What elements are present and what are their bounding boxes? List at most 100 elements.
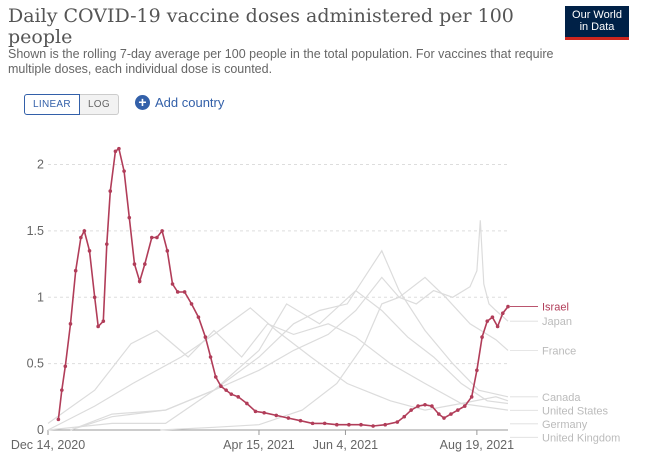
data-point-israel <box>501 311 505 316</box>
data-point-israel <box>286 416 291 420</box>
data-point-israel <box>423 402 427 407</box>
data-point-israel <box>108 189 113 193</box>
legend-label-united-kingdom[interactable]: United Kingdom <box>542 432 620 444</box>
x-tick-label: Apr 15, 2021 <box>223 438 295 452</box>
series-line-germany[interactable] <box>70 289 509 431</box>
log-scale-button[interactable]: LOG <box>79 94 119 115</box>
add-country-button[interactable]: + Add country <box>135 95 224 110</box>
data-point-israel <box>203 335 208 339</box>
logo-line-1: Our World <box>572 9 622 21</box>
data-point-israel <box>456 408 460 412</box>
x-tick-label: Dec 14, 2020 <box>11 438 85 452</box>
add-country-label: Add country <box>155 95 225 110</box>
data-point-israel <box>236 395 241 399</box>
series-line-canada[interactable] <box>47 249 509 431</box>
data-point-israel <box>122 169 126 173</box>
data-point-israel <box>334 422 339 427</box>
legend-label-germany[interactable]: Germany <box>542 419 588 431</box>
legend-label-canada[interactable]: Canada <box>542 392 581 404</box>
data-point-israel <box>175 290 180 294</box>
data-point-israel <box>73 268 78 273</box>
data-point-israel <box>63 364 68 369</box>
data-point-israel <box>490 315 495 319</box>
data-point-israel <box>462 404 467 408</box>
chart-subtitle: Shown is the rolling 7-day average per 1… <box>8 47 554 76</box>
data-point-israel <box>310 421 315 426</box>
data-point-israel <box>437 412 441 416</box>
legend-label-france[interactable]: France <box>542 345 576 357</box>
data-point-israel <box>117 146 121 151</box>
data-point-israel <box>92 295 97 300</box>
data-point-israel <box>143 262 147 266</box>
data-point-israel <box>395 420 400 424</box>
data-point-israel <box>56 417 61 422</box>
plus-circle-icon: + <box>135 95 150 110</box>
y-tick-label: 0 <box>37 423 44 437</box>
data-point-israel <box>262 410 266 415</box>
data-point-israel <box>347 422 351 427</box>
data-point-israel <box>96 324 100 329</box>
logo-line-2: in Data <box>579 21 615 33</box>
data-point-israel <box>442 416 446 420</box>
data-point-israel <box>101 319 106 323</box>
data-point-israel <box>87 249 92 253</box>
x-tick-label: Aug 19, 2021 <box>440 438 514 452</box>
data-point-israel <box>322 421 327 426</box>
data-point-israel <box>189 302 194 306</box>
scale-toggle: LINEAR LOG <box>24 94 119 115</box>
data-point-israel <box>219 384 223 389</box>
data-point-israel <box>449 412 453 416</box>
x-tick-label: Jun 4, 2021 <box>313 438 378 452</box>
data-point-israel <box>402 414 407 419</box>
data-point-israel <box>82 229 87 233</box>
data-point-israel <box>371 424 375 428</box>
data-point-israel <box>224 388 228 392</box>
data-point-israel <box>409 408 413 412</box>
muted-series-group <box>47 220 509 431</box>
data-point-israel <box>495 324 500 329</box>
data-point-israel <box>475 368 479 373</box>
data-point-israel <box>68 322 73 326</box>
data-point-israel <box>245 401 249 406</box>
data-point-israel <box>60 388 64 392</box>
series-line-united-states[interactable] <box>47 307 509 431</box>
legend-label-united-states[interactable]: United States <box>542 405 609 417</box>
data-point-israel <box>170 282 175 286</box>
legend-label-israel[interactable]: Israel <box>542 302 569 314</box>
x-axis: Dec 14, 2020 Apr 15, 2021 Jun 4, 2021 Aug 1… <box>11 430 514 452</box>
data-point-israel <box>137 279 142 284</box>
data-point-israel <box>127 215 132 220</box>
data-point-israel <box>383 422 388 427</box>
data-point-israel <box>79 235 83 240</box>
data-point-israel <box>298 418 303 423</box>
data-point-israel <box>416 404 420 408</box>
chart-title: Daily COVID-19 vaccine doses administere… <box>8 5 514 48</box>
data-point-israel <box>506 304 510 309</box>
y-tick-label: 1.5 <box>27 224 44 238</box>
data-point-israel <box>132 262 137 266</box>
linear-scale-button[interactable]: LINEAR <box>24 94 80 115</box>
series-line-israel[interactable] <box>57 147 509 427</box>
series-line-japan[interactable] <box>160 220 509 431</box>
series-line-united-kingdom[interactable] <box>47 323 509 424</box>
highlighted-series-group <box>56 146 510 428</box>
y-tick-label: 0.5 <box>27 357 44 371</box>
data-point-israel <box>480 335 484 339</box>
y-axis: 0 0.5 1 1.5 2 <box>27 158 44 437</box>
data-point-israel <box>160 229 164 233</box>
chart-grid <box>48 164 508 431</box>
legend-label-japan[interactable]: Japan <box>542 316 572 328</box>
data-point-israel <box>229 392 234 396</box>
data-point-israel <box>485 319 490 323</box>
data-point-israel <box>253 409 258 414</box>
data-point-israel <box>359 422 363 427</box>
data-point-israel <box>165 249 170 253</box>
data-point-israel <box>182 290 187 294</box>
y-tick-label: 2 <box>37 158 44 172</box>
data-point-israel <box>430 404 434 408</box>
data-point-israel <box>104 242 109 246</box>
data-point-israel <box>155 235 159 240</box>
owid-logo[interactable]: Our World in Data <box>565 6 629 40</box>
